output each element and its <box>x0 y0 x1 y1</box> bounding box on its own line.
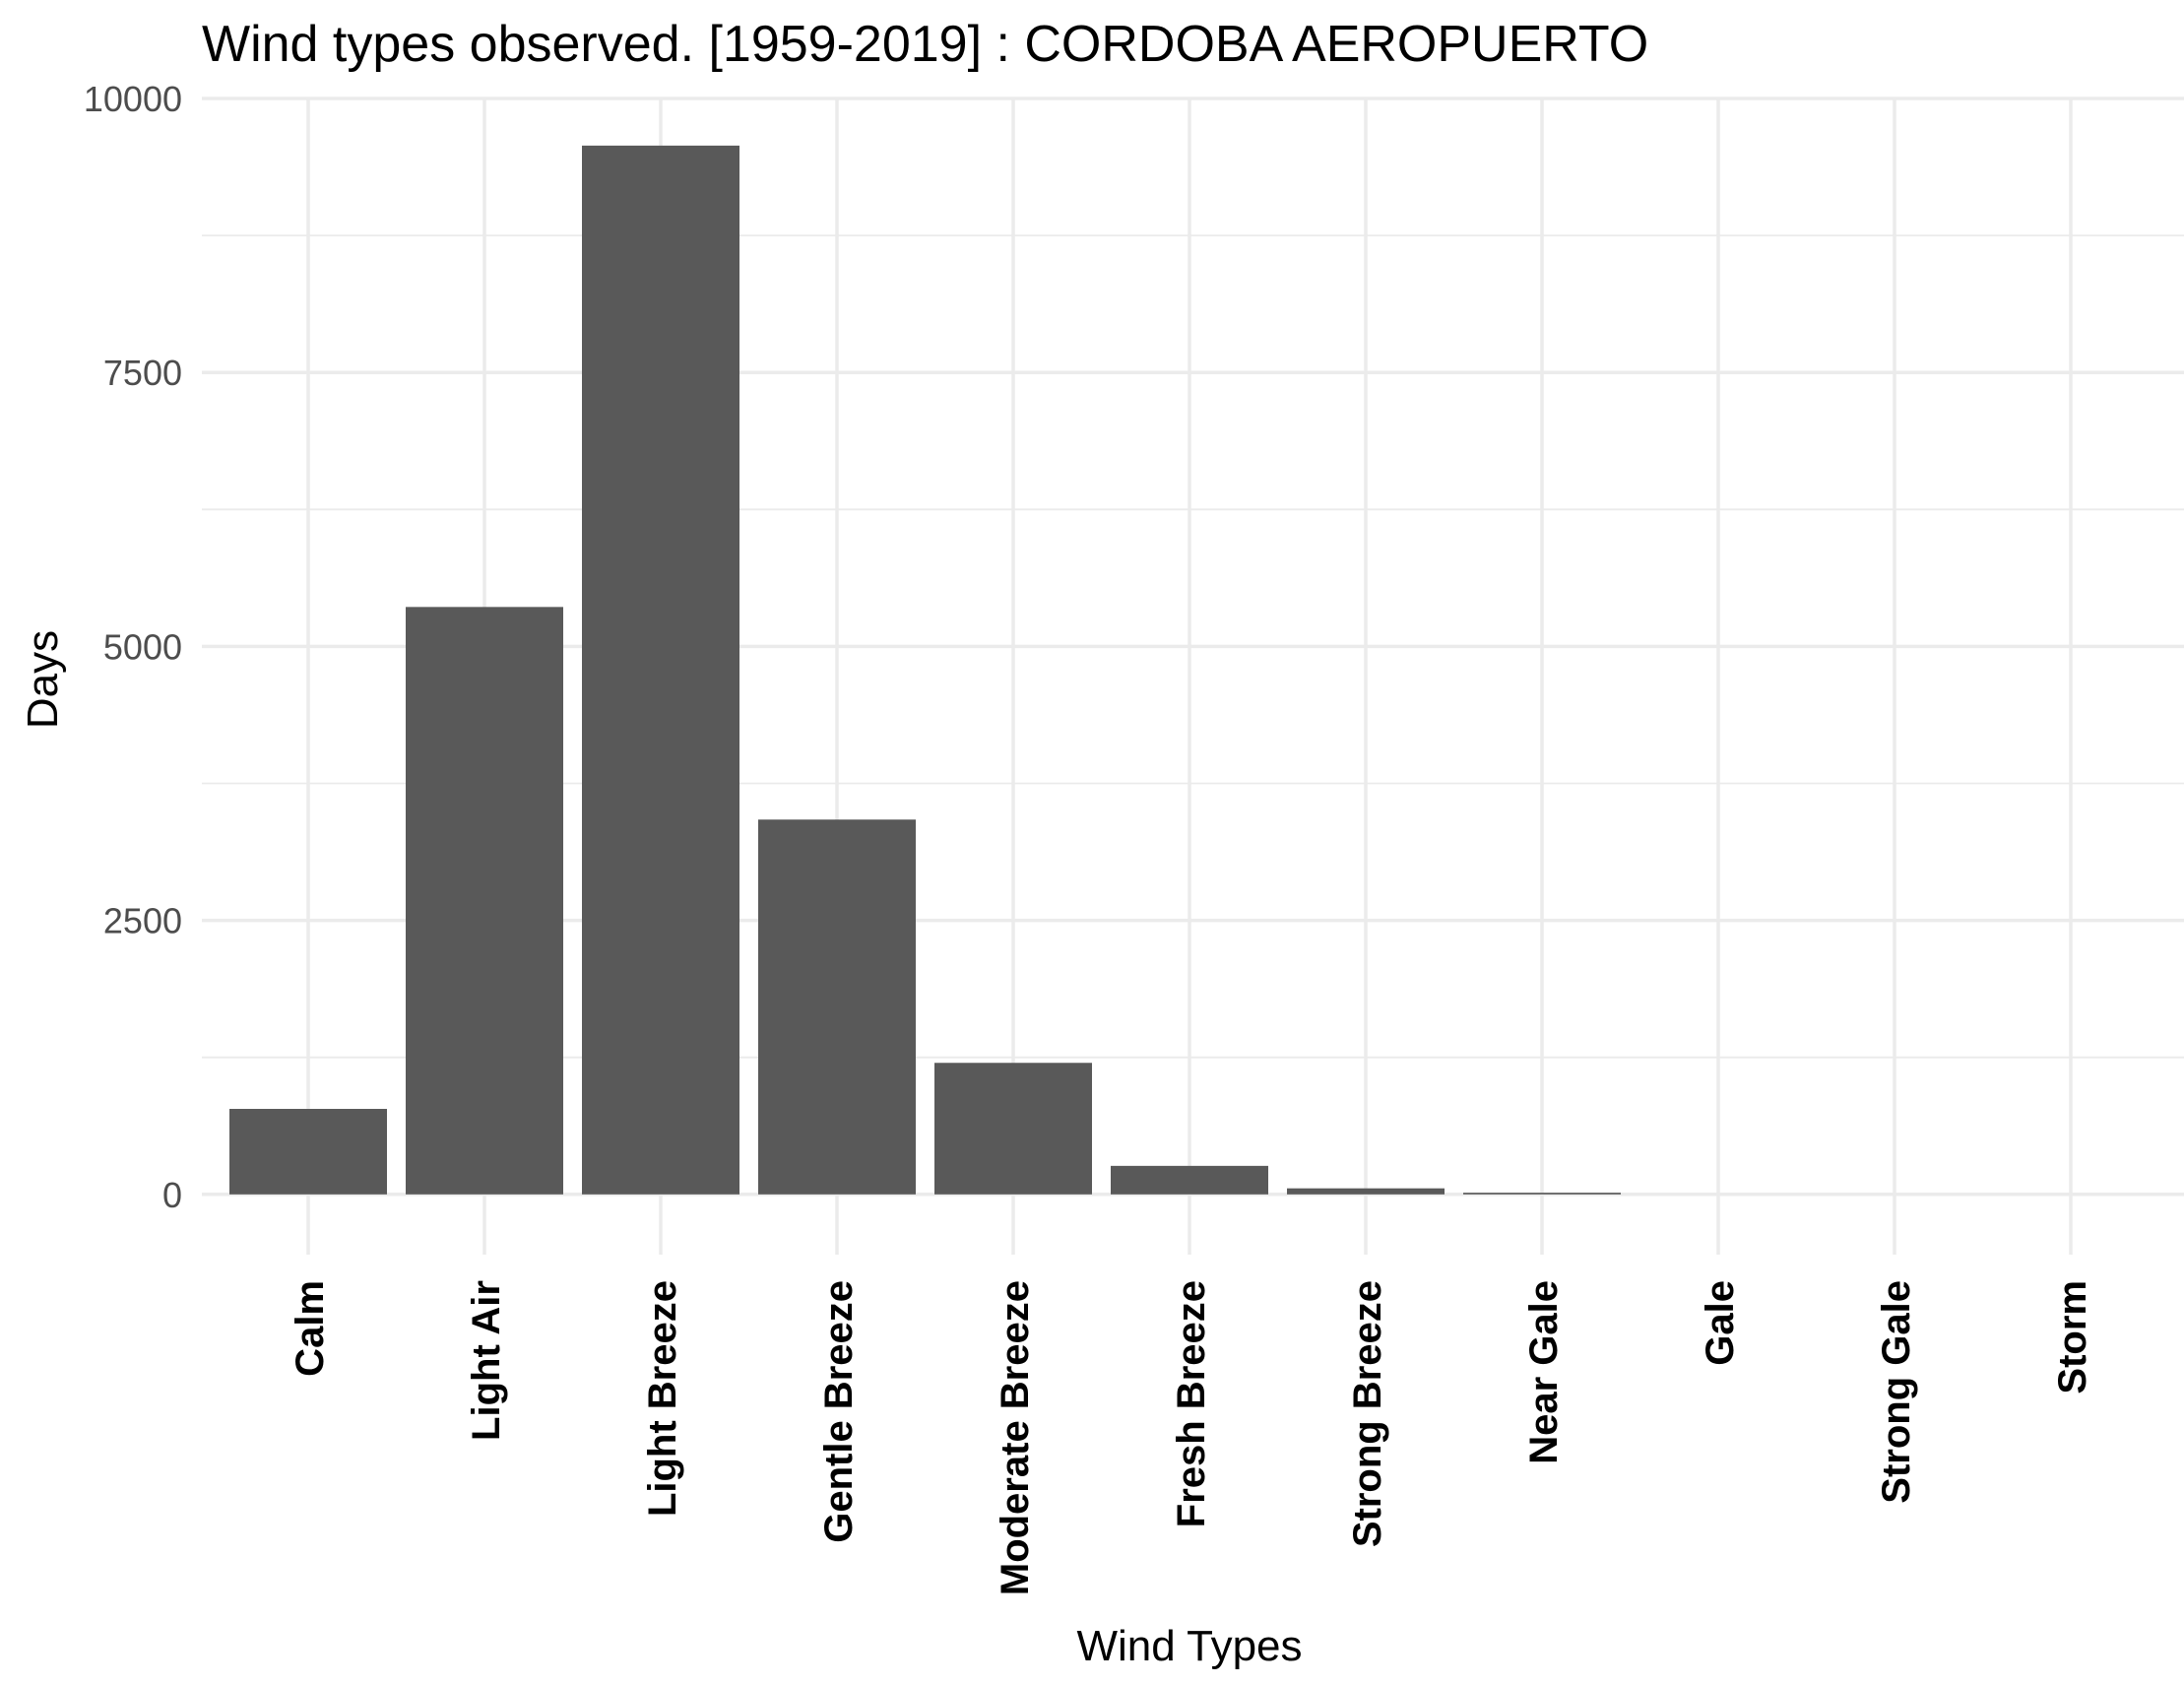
bar-gentle-breeze <box>758 819 916 1195</box>
x-tick-label: Moderate Breeze <box>994 1280 1037 1595</box>
x-tick-label: Near Gale <box>1522 1280 1566 1464</box>
y-tick-label: 10000 <box>84 79 182 119</box>
bar-light-breeze <box>582 145 739 1195</box>
y-axis-title: Days <box>19 630 67 729</box>
x-tick-label: Strong Gale <box>1875 1280 1918 1504</box>
x-tick-label: Gale <box>1699 1280 1742 1366</box>
x-tick-label: Storm <box>2051 1280 2094 1394</box>
y-tick-label: 2500 <box>103 901 182 941</box>
y-tick-label: 7500 <box>103 353 182 393</box>
bar-near-gale <box>1463 1193 1621 1195</box>
x-tick-label: Strong Breeze <box>1346 1280 1389 1547</box>
x-axis-title: Wind Types <box>1076 1622 1302 1670</box>
y-tick-label: 0 <box>162 1175 182 1215</box>
bar-strong-breeze <box>1287 1188 1445 1195</box>
bar-moderate-breeze <box>934 1063 1092 1195</box>
x-tick-label: Calm <box>289 1280 332 1377</box>
y-axis-ticks: 0 2500 5000 7500 10000 <box>84 79 182 1215</box>
chart-title: Wind types observed. [1959-2019] : CORDO… <box>202 16 1648 73</box>
bars <box>229 145 1621 1195</box>
bar-calm <box>229 1108 387 1195</box>
x-tick-label: Light Air <box>465 1280 508 1441</box>
x-tick-label: Light Breeze <box>641 1280 684 1517</box>
y-tick-label: 5000 <box>103 626 182 667</box>
bar-light-air <box>406 607 563 1195</box>
x-axis-ticks: Calm Light Air Light Breeze Gentle Breeze Mo… <box>289 1280 2094 1595</box>
x-tick-label: Fresh Breeze <box>1170 1280 1213 1527</box>
bar-fresh-breeze <box>1111 1165 1268 1195</box>
x-tick-label: Gentle Breeze <box>817 1280 861 1543</box>
